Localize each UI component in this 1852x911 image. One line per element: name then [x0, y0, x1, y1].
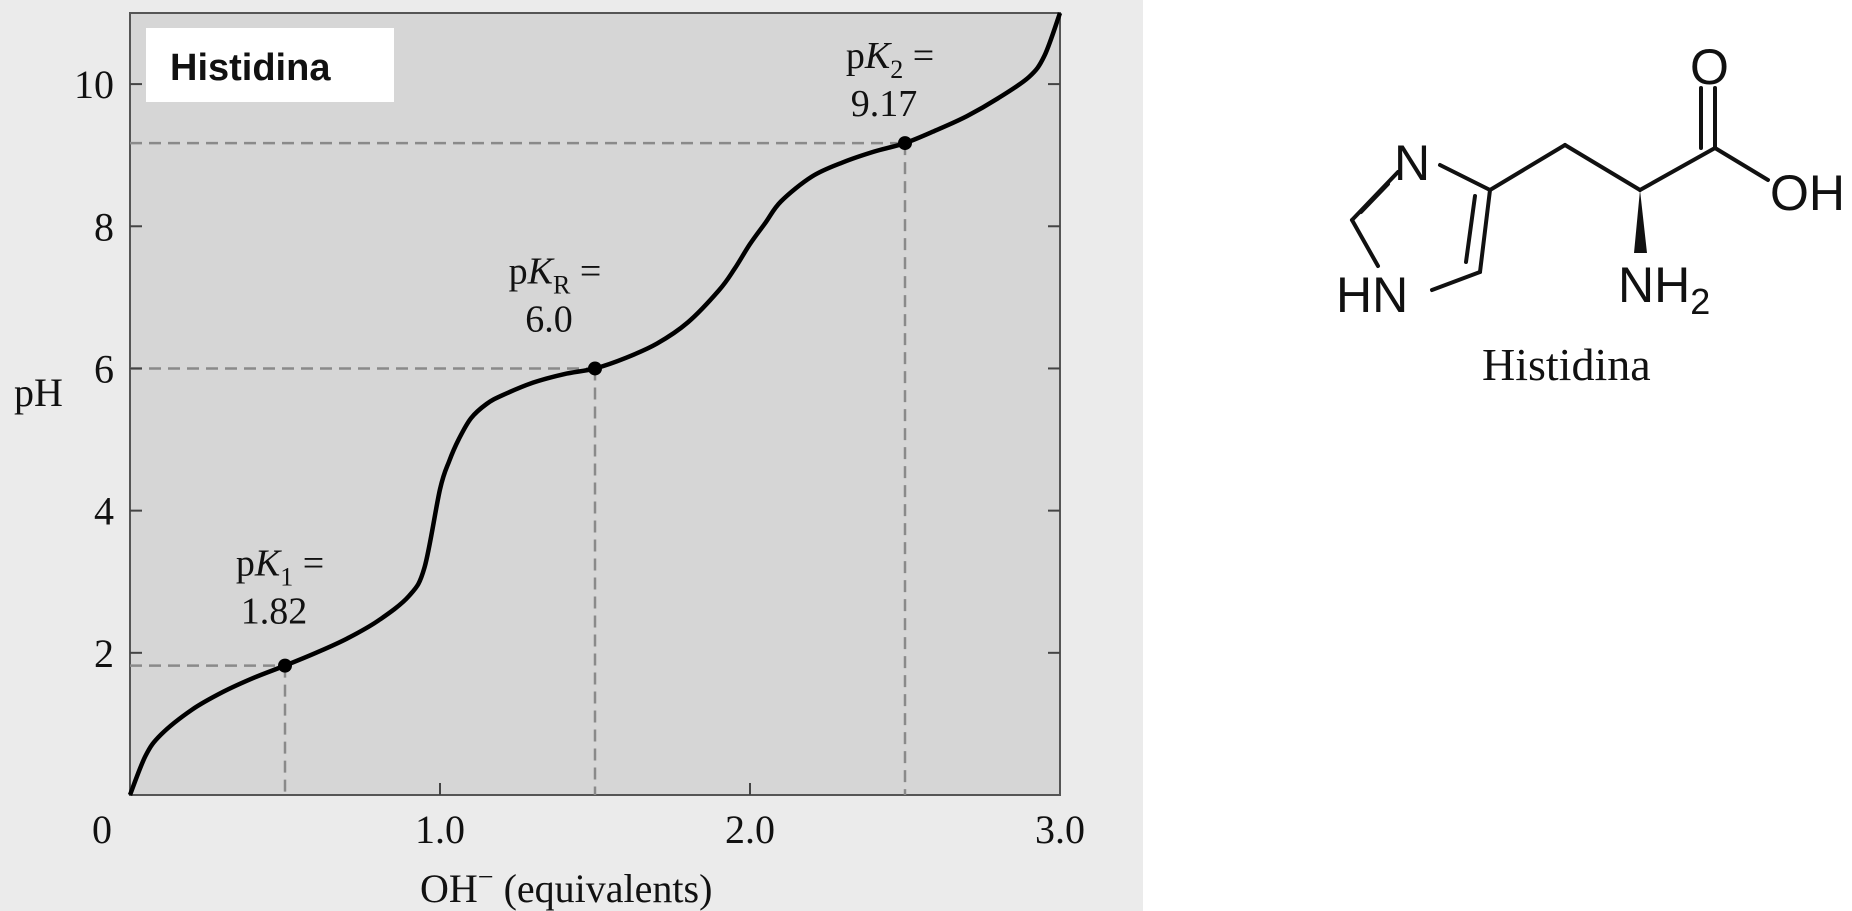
ring-bond-c4-n — [1438, 163, 1492, 192]
x-axis-label-rest: (equivalents) — [494, 866, 713, 911]
pKR-label-p: p — [509, 250, 528, 292]
chart-title-box — [146, 28, 394, 102]
y-tick-label: 2 — [94, 631, 114, 676]
y-axis-label: pH — [14, 370, 63, 415]
pK1-label-k: K — [254, 543, 282, 585]
bond-cb-ca — [1563, 143, 1642, 192]
hydroxyl-oh-label: OH — [1770, 165, 1845, 221]
ring-n-label: N — [1394, 135, 1430, 191]
pKR-label: pKR = — [509, 250, 602, 299]
pKR-point — [588, 361, 602, 376]
pK2-value: 9.17 — [851, 83, 918, 125]
x-tick-label: 3.0 — [1035, 807, 1085, 852]
x-axis-label: OH− (equivalents) — [420, 862, 712, 911]
pK2-label: pK2 = — [846, 35, 934, 84]
x-tick-label: 1.0 — [415, 807, 465, 852]
ring-bond-c5-c4-double — [1464, 194, 1477, 264]
carbonyl-o-label: O — [1690, 39, 1729, 95]
pK1-label: pK1 = — [236, 543, 324, 592]
pK1-label-p: p — [236, 543, 255, 585]
tick-labels: 2 4 6 8 10 0 1.0 2.0 3.0 — [74, 62, 1085, 852]
pK2-label-eq: = — [903, 35, 934, 77]
molecule-caption: Histidina — [1482, 339, 1651, 390]
pK1-point — [278, 658, 292, 673]
ring-bond-n-c2-double — [1359, 182, 1390, 214]
ring-hn-label: HN — [1336, 267, 1408, 323]
pk-guide-lines — [130, 141, 907, 795]
y-tick-label: 10 — [74, 62, 114, 107]
amine-nh-label: NH — [1618, 257, 1690, 313]
y-tick-label: 4 — [94, 489, 114, 534]
x-axis-label-sup: − — [478, 862, 494, 893]
pK2-label-sub: 2 — [890, 55, 903, 84]
pk-points — [278, 136, 912, 673]
pK2-point — [898, 136, 912, 151]
y-tick-label: 8 — [94, 204, 114, 249]
bond-c-oh — [1713, 146, 1770, 182]
y-tick-label: 6 — [94, 346, 114, 391]
x-tick-label: 2.0 — [725, 807, 775, 852]
bond-c4-cb — [1488, 143, 1567, 192]
amine-nh2-label: NH2 — [1618, 257, 1710, 322]
pK1-label-eq: = — [293, 543, 324, 585]
chart-title: Histidina — [170, 47, 331, 89]
ring-bond-c5-c4 — [1478, 188, 1492, 274]
histidine-structure — [1350, 86, 1770, 292]
wedge-bond-nh2 — [1634, 190, 1647, 253]
pKR-label-sub: R — [553, 270, 571, 299]
titration-curve — [127, 12, 1063, 796]
bond-ca-c — [1638, 146, 1717, 192]
x-tick-label: 0 — [92, 807, 112, 852]
pK1-value: 1.82 — [241, 591, 308, 633]
pK2-label-k: K — [864, 35, 892, 77]
pKR-label-k: K — [527, 250, 555, 292]
axis-ticks — [130, 83, 1060, 795]
pK1-label-sub: 1 — [280, 563, 293, 592]
pKR-label-eq: = — [570, 250, 601, 292]
pK2-label-p: p — [846, 35, 865, 77]
ring-bond-c2-nh — [1350, 218, 1380, 268]
ring-bond-nh-c5 — [1430, 270, 1482, 292]
x-axis-label-main: OH — [420, 866, 478, 911]
pKR-value: 6.0 — [525, 298, 573, 340]
amine-sub-label: 2 — [1690, 281, 1710, 322]
